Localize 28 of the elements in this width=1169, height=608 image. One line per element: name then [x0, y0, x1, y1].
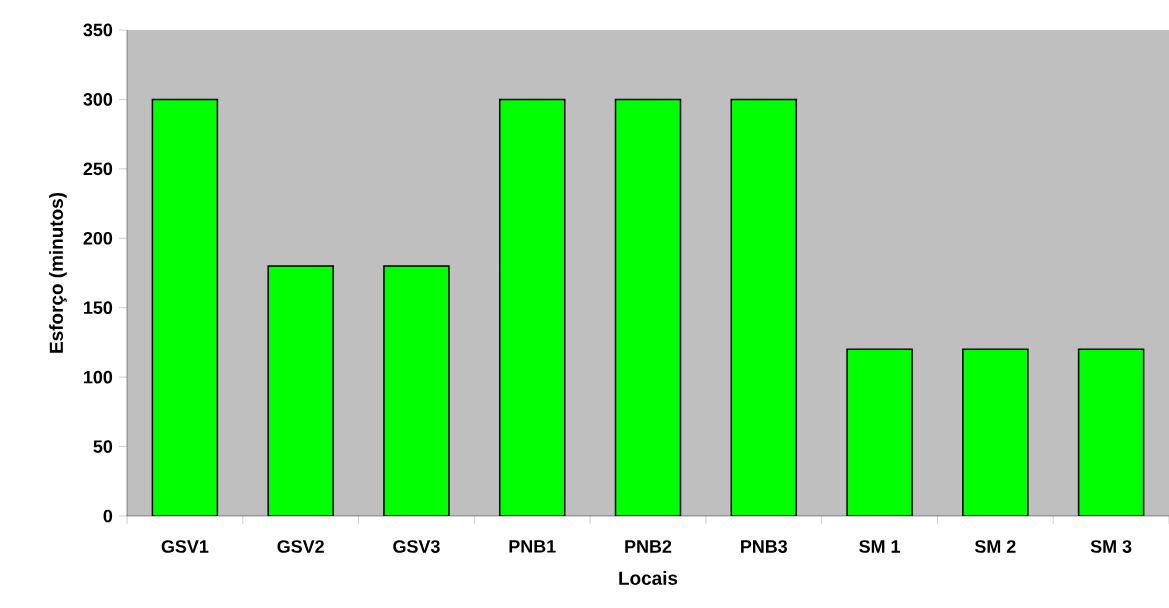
x-tick-label: GSV2 — [277, 540, 324, 553]
y-axis-title: Esforço (minutos) — [49, 192, 67, 353]
bar — [267, 265, 334, 516]
bar — [151, 98, 219, 516]
x-tick-label: GSV3 — [393, 540, 440, 553]
bar — [846, 348, 913, 516]
bar — [383, 265, 450, 516]
x-tick-label: SM 1 — [859, 540, 900, 553]
bar — [1077, 348, 1145, 516]
bar — [614, 98, 682, 516]
y-tick-label: 100 — [84, 370, 113, 384]
x-tick-label: PNB1 — [509, 540, 556, 553]
x-tick-label: GSV1 — [161, 540, 209, 553]
y-tick-label: 350 — [83, 23, 113, 37]
x-tick-label: PNB3 — [741, 540, 788, 553]
y-tick-label: 300 — [83, 93, 113, 106]
x-tick-label: PNB2 — [625, 540, 672, 553]
y-tick-label: 0 — [103, 509, 113, 523]
bar — [498, 98, 566, 516]
y-tick-label: 200 — [83, 231, 113, 245]
x-tick-label: SM 3 — [1090, 540, 1132, 553]
x-tick-label: SM 2 — [974, 540, 1016, 553]
y-tick-label: 150 — [84, 301, 113, 315]
bar — [730, 98, 798, 516]
bar — [962, 348, 1029, 516]
x-axis-title: Locais — [619, 571, 678, 585]
y-tick-label: 50 — [93, 440, 113, 453]
y-tick-label: 250 — [83, 162, 113, 176]
